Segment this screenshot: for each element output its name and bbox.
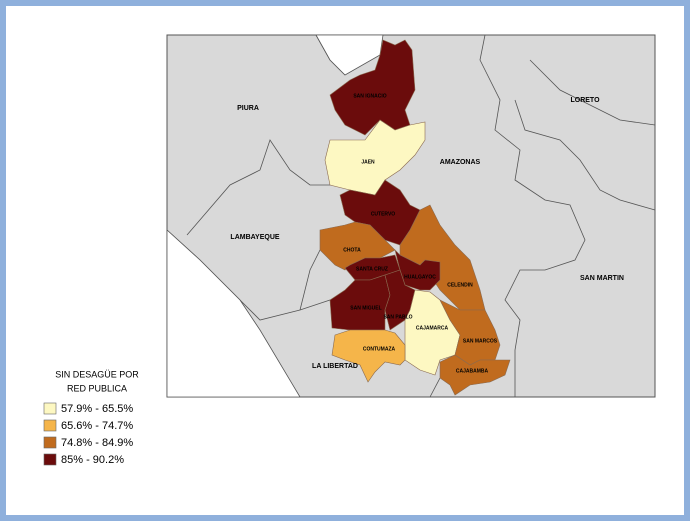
province-label: CAJABAMBA <box>456 368 489 374</box>
legend-swatch <box>43 402 57 415</box>
region-label: SAN MARTIN <box>580 275 624 282</box>
region-label: LA LIBERTAD <box>312 363 358 370</box>
region-label: LORETO <box>570 97 600 104</box>
province-label: HUALGAYOC <box>404 274 436 280</box>
outside-area <box>315 34 384 76</box>
province-label: CUTERVO <box>371 211 395 217</box>
region-label: AMAZONAS <box>440 159 481 166</box>
province-label: CELENDIN <box>447 282 473 288</box>
province-label: SAN IGNACIO <box>353 93 386 99</box>
legend-label: 65.6% - 74.7% <box>61 420 133 432</box>
legend-label: 85% - 90.2% <box>61 454 124 466</box>
labels: SAN IGNACIO JAEN CUTERVO CHOTA CELENDIN HUALG… <box>230 93 624 374</box>
ocean <box>166 229 301 398</box>
province <box>329 39 416 136</box>
province-label: SANTA CRUZ <box>356 266 388 272</box>
legend-title: RED PUBLICA <box>67 383 127 393</box>
province-label: SAN MARCOS <box>463 338 498 344</box>
province-label: CHOTA <box>343 247 361 253</box>
province-label: JAEN <box>361 159 375 165</box>
region-label: LAMBAYEQUE <box>230 234 279 241</box>
legend-swatch <box>43 419 57 432</box>
province <box>439 354 511 396</box>
province-label: SAN MIGUEL <box>350 305 381 311</box>
legend: SIN DESAGÜE POR RED PUBLICA 57.9% - 65.5% 6… <box>43 369 139 466</box>
province <box>324 119 426 196</box>
province <box>331 329 406 383</box>
region-label: PIURA <box>237 105 259 112</box>
legend-label: 57.9% - 65.5% <box>61 403 133 415</box>
province-label: CONTUMAZA <box>363 346 396 352</box>
legend-title: SIN DESAGÜE POR <box>55 369 139 379</box>
province-label: SAN PABLO <box>383 314 412 320</box>
legend-label: 74.8% - 84.9% <box>61 437 133 449</box>
provinces <box>319 39 511 396</box>
legend-swatch <box>43 453 57 466</box>
legend-swatch <box>43 436 57 449</box>
province-label: CAJAMARCA <box>416 325 449 331</box>
